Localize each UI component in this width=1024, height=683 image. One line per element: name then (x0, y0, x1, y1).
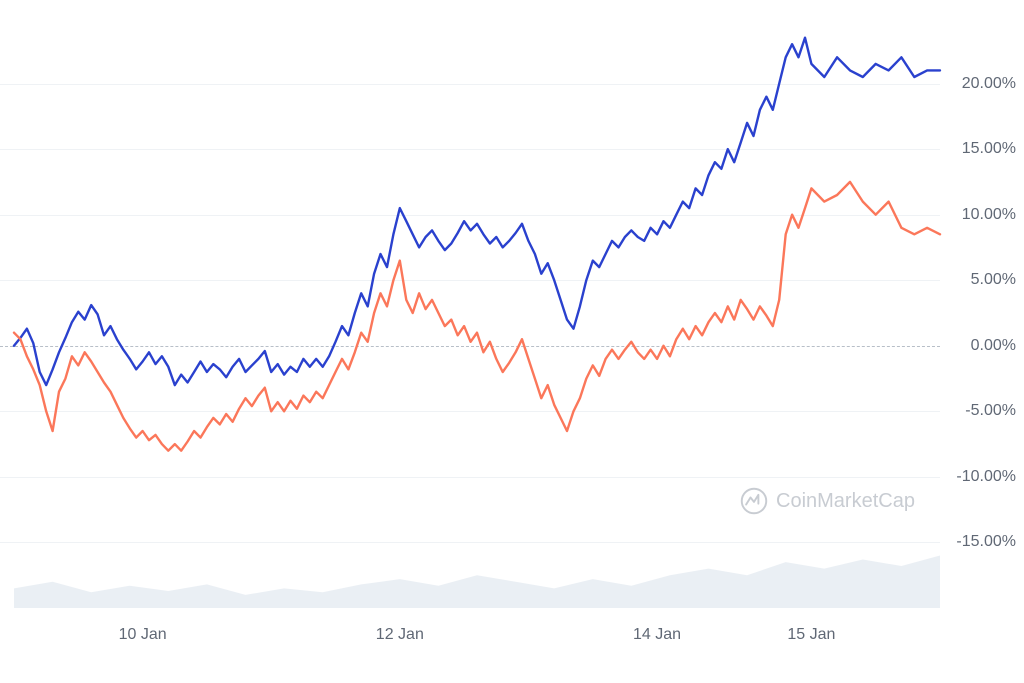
x-tick-label: 15 Jan (787, 626, 835, 644)
y-tick-label: -5.00% (965, 402, 1016, 420)
y-tick-label: 10.00% (962, 206, 1016, 224)
y-tick-label: 20.00% (962, 75, 1016, 93)
y-tick-label: -10.00% (956, 468, 1016, 486)
series-orange[interactable] (14, 182, 940, 451)
x-tick-label: 12 Jan (376, 626, 424, 644)
price-comparison-chart: 20.00% 15.00% 10.00% 5.00% 0.00% -5.00% -10.00… (0, 0, 1024, 683)
coinmarketcap-logo-icon (740, 487, 768, 515)
y-tick-label: 5.00% (971, 271, 1016, 289)
y-tick-label: -15.00% (956, 533, 1016, 551)
x-tick-label: 14 Jan (633, 626, 681, 644)
watermark-text: CoinMarketCap (776, 490, 915, 513)
chart-plot-area[interactable] (0, 0, 1024, 683)
x-tick-label: 10 Jan (119, 626, 167, 644)
y-tick-label: 15.00% (962, 140, 1016, 158)
coinmarketcap-watermark: CoinMarketCap (740, 487, 915, 515)
volume-area (14, 556, 940, 608)
y-tick-label: 0.00% (971, 337, 1016, 355)
